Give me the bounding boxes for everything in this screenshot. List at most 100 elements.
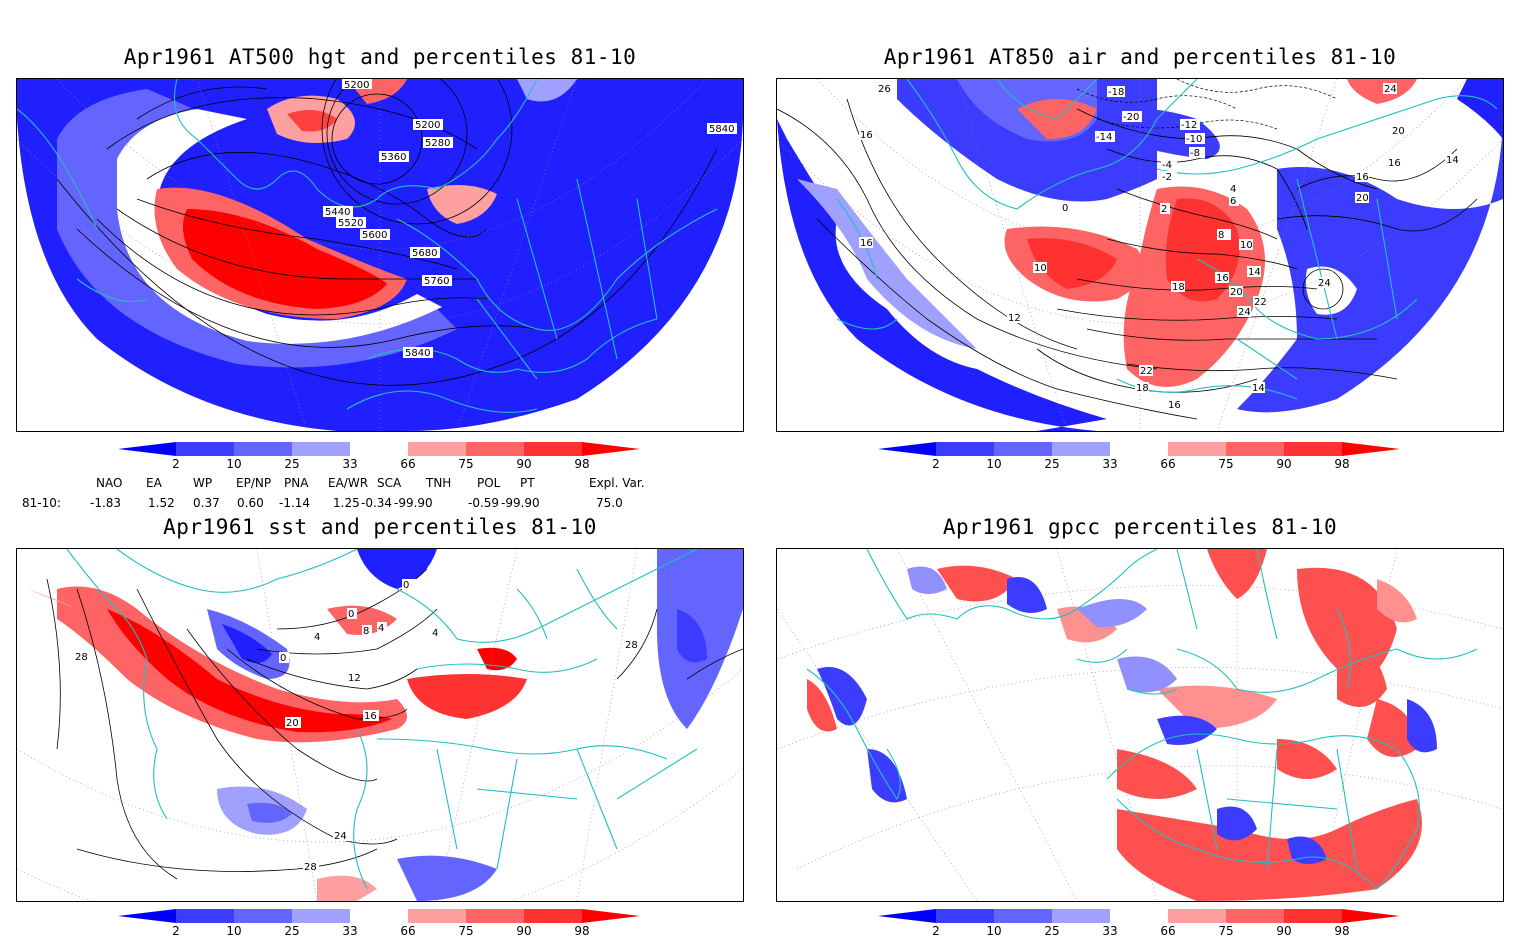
index-value: 0.60 [237,496,264,510]
svg-text:5760: 5760 [424,276,449,287]
colorbar-air: 2 10 25 33 66 75 90 98 [878,441,1406,473]
svg-text:5200: 5200 [344,80,369,91]
svg-text:24: 24 [1238,307,1251,318]
svg-text:28: 28 [75,652,88,663]
map-gpcc-svg [777,549,1503,901]
svg-text:5840: 5840 [405,348,430,359]
colorbar-swatch [936,442,994,456]
colorbar-swatch [524,442,582,456]
index-value: 1.52 [148,496,175,510]
svg-text:5680: 5680 [412,248,437,259]
map-panel-air: 26 -18 -20 -14 -12 -10 -8 -4 -2 0 2 4 6 … [776,78,1504,432]
svg-text:4: 4 [1230,184,1236,195]
svg-text:28: 28 [625,640,638,651]
svg-text:16: 16 [364,711,377,722]
colorbar-tick-label: 25 [284,457,300,471]
svg-text:10: 10 [1240,240,1253,251]
colorbar-swatch [408,442,466,456]
colorbar-swatch [234,909,292,923]
svg-text:16: 16 [860,130,873,141]
colorbar-swatch [466,909,524,923]
colorbar-swatch [118,909,176,923]
colorbar-swatch [292,909,350,923]
colorbar-tick-label: 10 [986,457,1002,471]
svg-text:20: 20 [286,718,299,729]
colorbar-tick-label: 98 [574,924,590,938]
svg-text:-14: -14 [1096,132,1112,143]
map-panel-gpcc [776,548,1504,902]
index-name: NAO [96,476,123,490]
svg-text:-8: -8 [1190,148,1200,159]
svg-text:16: 16 [1216,273,1229,284]
svg-text:5520: 5520 [338,218,363,229]
colorbar-swatch [234,442,292,456]
index-value: -1.14 [279,496,311,510]
map-panel-hgt: 5200 5200 5280 5360 5440 5520 5600 5680 … [16,78,744,432]
svg-text:-2: -2 [1162,172,1172,183]
colorbar-swatch [1052,909,1110,923]
svg-text:0: 0 [1062,203,1068,214]
panel-title-air: Apr1961 AT850 air and percentiles 81-10 [883,45,1397,69]
svg-text:14: 14 [1248,267,1261,278]
colorbar-labels: 2 10 25 33 66 75 90 98 [878,457,1406,471]
colorbar-swatch [582,909,640,923]
colorbar-swatch [1284,442,1342,456]
colorbar-swatch [1052,442,1110,456]
index-value: 0.37 [193,496,220,510]
svg-text:5840: 5840 [709,124,734,135]
svg-text:28: 28 [304,862,317,873]
svg-text:-12: -12 [1181,120,1197,131]
map-hgt-svg: 5200 5200 5280 5360 5440 5520 5600 5680 … [17,79,743,431]
colorbar-swatch [1342,909,1400,923]
svg-text:16: 16 [1356,172,1369,183]
map-sst-svg: 28 0 0 4 8 4 4 0 12 16 20 24 28 28 [17,549,743,901]
svg-text:0: 0 [348,609,354,620]
svg-text:5440: 5440 [325,207,350,218]
colorbar-tick-label: 98 [1334,457,1350,471]
svg-text:0: 0 [403,580,409,591]
colorbar-tick-label: 2 [172,924,180,938]
svg-text:-20: -20 [1123,112,1139,123]
index-value: 1.25 [333,496,360,510]
colorbar-swatch [878,909,936,923]
colorbar-tick-label: 66 [1160,924,1176,938]
index-value: -0.59 [468,496,500,510]
colorbar-tick-label: 98 [1334,924,1350,938]
colorbar-tick-label: 90 [1276,457,1292,471]
svg-text:5200: 5200 [415,120,440,131]
svg-text:8: 8 [363,626,369,637]
colorbar-swatch [1110,909,1168,923]
index-value: -99.90 [394,496,433,510]
colorbar-tick-label: 66 [400,457,416,471]
svg-text:14: 14 [1252,383,1265,394]
svg-text:-18: -18 [1108,87,1124,98]
colorbar-tick-label: 98 [574,457,590,471]
colorbar-swatches [878,909,1400,923]
colorbar-swatch [1226,909,1284,923]
colorbar-tick-label: 2 [932,924,940,938]
svg-text:24: 24 [334,831,347,842]
colorbar-tick-label: 75 [1218,457,1234,471]
svg-text:10: 10 [1034,263,1047,274]
colorbar-swatch [350,909,408,923]
colorbar-tick-label: 33 [1102,457,1118,471]
svg-text:26: 26 [878,84,891,95]
colorbar-swatches [878,442,1400,456]
colorbar-tick-label: 10 [986,924,1002,938]
index-name: PT [520,476,535,490]
svg-text:-10: -10 [1186,134,1202,145]
index-value: -99.90 [501,496,540,510]
colorbar-tick-label: 75 [1218,924,1234,938]
index-name: PNA [284,476,309,490]
index-name: EP/NP [236,476,272,490]
colorbar-tick-label: 66 [400,924,416,938]
index-value: -1.83 [90,496,122,510]
svg-text:18: 18 [1172,282,1185,293]
svg-text:5360: 5360 [381,152,406,163]
colorbar-labels: 2 10 25 33 66 75 90 98 [118,924,646,938]
svg-text:24: 24 [1318,278,1331,289]
svg-text:16: 16 [1168,400,1181,411]
index-name: SCA [377,476,402,490]
map-air-svg: 26 -18 -20 -14 -12 -10 -8 -4 -2 0 2 4 6 … [777,79,1503,431]
colorbar-tick-label: 75 [458,924,474,938]
